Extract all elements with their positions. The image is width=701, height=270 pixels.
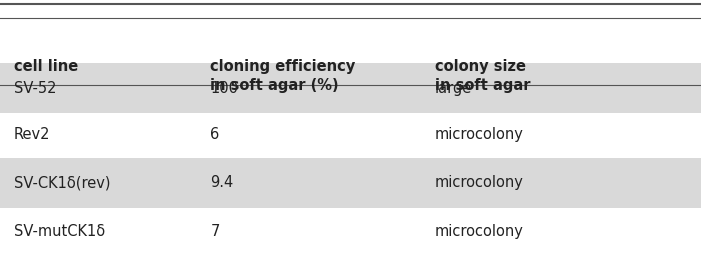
Text: cloning efficiency
in soft agar (%): cloning efficiency in soft agar (%) [210,59,355,93]
Text: 7: 7 [210,224,219,239]
Text: Rev2: Rev2 [14,127,50,142]
Text: 100: 100 [210,81,238,96]
Text: 9.4: 9.4 [210,176,233,190]
Text: SV-52: SV-52 [14,81,57,96]
Text: colony size
in soft agar: colony size in soft agar [435,59,530,93]
Text: microcolony: microcolony [435,224,524,239]
Text: microcolony: microcolony [435,127,524,142]
Bar [0,63,701,113]
Bar [0,158,701,208]
Text: 6: 6 [210,127,219,142]
Text: large: large [435,81,472,96]
Text: cell line: cell line [14,59,79,75]
Text: SV-CK1δ(rev): SV-CK1δ(rev) [14,176,111,190]
Text: SV-mutCK1δ: SV-mutCK1δ [14,224,105,239]
Text: microcolony: microcolony [435,176,524,190]
